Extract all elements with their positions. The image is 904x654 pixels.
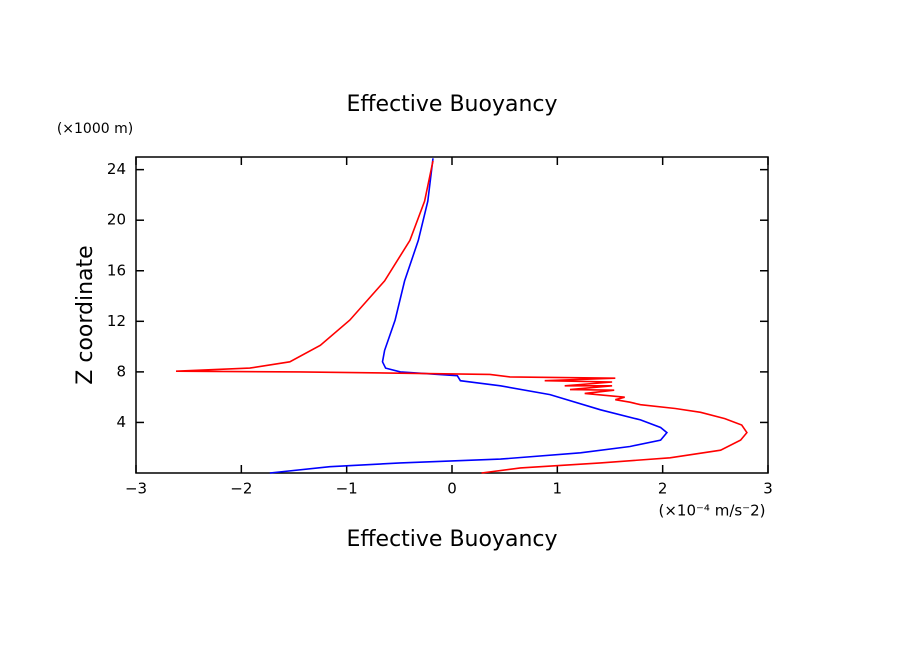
- y-tick-label: 12: [107, 312, 126, 330]
- y-tick-label: 24: [107, 160, 126, 178]
- x-axis-label: Effective Buoyancy: [346, 527, 557, 552]
- y-tick-label: 8: [116, 362, 126, 380]
- x-tick-label: 1: [553, 480, 563, 498]
- profile-line: [175, 160, 748, 474]
- x-tick-label: 0: [447, 480, 457, 498]
- x-units: (×10⁻⁴ m/s⁻2): [659, 502, 766, 520]
- chart-title: Effective Buoyancy: [346, 92, 557, 117]
- profile-line: [269, 158, 669, 474]
- x-tick-label: −1: [336, 480, 358, 498]
- y-tick-label: 20: [107, 211, 126, 229]
- y-axis-label: Z coordinate: [73, 245, 98, 384]
- y-tick-label: 4: [116, 413, 126, 431]
- x-tick-label: −3: [125, 480, 147, 498]
- x-tick-label: 3: [763, 480, 773, 498]
- y-units: (×1000 m): [57, 121, 133, 137]
- y-tick-label: 16: [107, 261, 126, 279]
- x-tick-label: 2: [658, 480, 668, 498]
- x-tick-label: −2: [230, 480, 252, 498]
